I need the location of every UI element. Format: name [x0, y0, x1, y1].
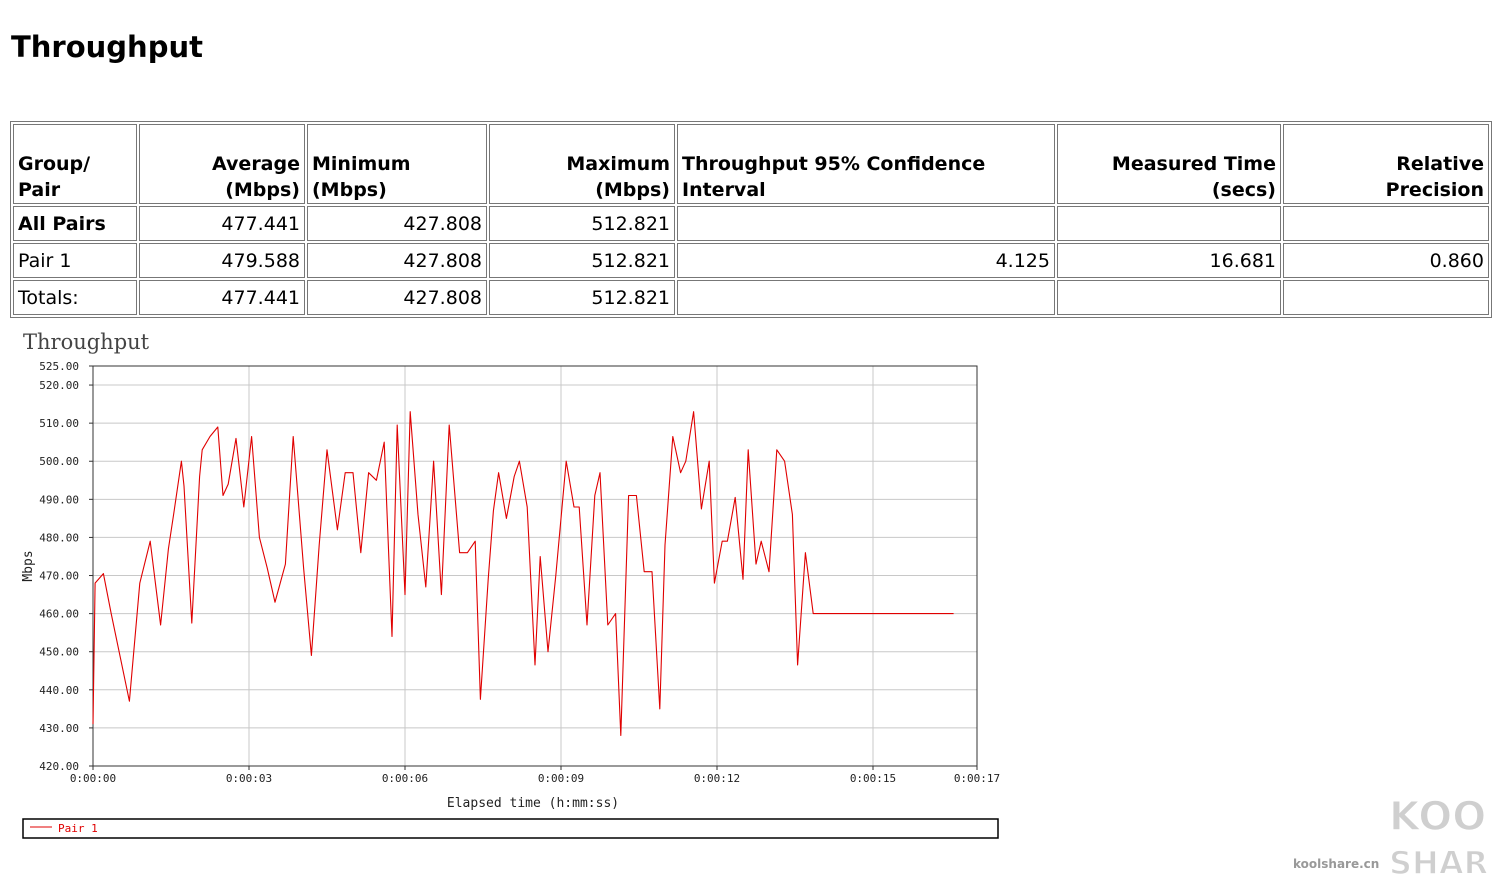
table-row-pair-1: Pair 1 479.588 427.808 512.821 4.125 16.…: [13, 243, 1489, 278]
x-tick-label: 0:00:17: [954, 772, 1000, 785]
legend-box: [22, 818, 999, 839]
cell-group: Totals:: [13, 280, 137, 315]
col-header-confidence-interval: Throughput 95% Confidence Interval: [677, 124, 1055, 204]
cell-relative-precision: 0.860: [1283, 243, 1489, 278]
cell-average: 477.441: [139, 280, 305, 315]
table-header-row: Group/Pair Average (Mbps) Minimum (Mbps) …: [13, 124, 1489, 204]
throughput-chart: Throughput 420.00 430.00 440.00 450.00 460.0…: [21, 330, 1000, 839]
x-axis-label: Elapsed time (h:mm:ss): [447, 796, 619, 811]
y-tick-label: 525.00: [39, 360, 79, 373]
cell-minimum: 427.808: [307, 206, 487, 241]
col-header-maximum: Maximum (Mbps): [489, 124, 675, 204]
cell-measured-time: 16.681: [1057, 243, 1281, 278]
legend-label: Pair 1: [58, 822, 98, 835]
cell-maximum: 512.821: [489, 280, 675, 315]
y-tick-label: 490.00: [39, 493, 79, 506]
logo-share-text: SHARE: [1389, 844, 1489, 878]
cell-confidence-interval: [677, 206, 1055, 241]
cell-average: 477.441: [139, 206, 305, 241]
cell-group: All Pairs: [13, 206, 137, 241]
y-tick-label: 450.00: [39, 646, 79, 659]
x-tick-label: 0:00:00: [70, 772, 116, 785]
x-axis-ticks: 0:00:00 0:00:03 0:00:06 0:00:09 0:00:12 0:00:…: [70, 766, 1000, 785]
koolshare-logo: KOOK SHARE koolshare.cn: [1293, 794, 1489, 878]
table-row-all-pairs: All Pairs 477.441 427.808 512.821: [13, 206, 1489, 241]
col-header-minimum: Minimum (Mbps): [307, 124, 487, 204]
cell-confidence-interval: 4.125: [677, 243, 1055, 278]
y-tick-label: 480.00: [39, 531, 79, 544]
y-tick-label: 460.00: [39, 608, 79, 621]
col-header-average: Average (Mbps): [139, 124, 305, 204]
chart-grid: [93, 366, 977, 766]
cell-maximum: 512.821: [489, 243, 675, 278]
logo-site-text: koolshare.cn: [1293, 857, 1379, 871]
cell-average: 479.588: [139, 243, 305, 278]
col-header-measured-time: Measured Time (secs): [1057, 124, 1281, 204]
cell-maximum: 512.821: [489, 206, 675, 241]
table-row-totals: Totals: 477.441 427.808 512.821: [13, 280, 1489, 315]
y-tick-label: 430.00: [39, 722, 79, 735]
y-axis-label: Mbps: [21, 550, 36, 581]
x-tick-label: 0:00:15: [850, 772, 896, 785]
cell-minimum: 427.808: [307, 280, 487, 315]
logo-kook-text: KOOK: [1389, 794, 1489, 840]
x-tick-label: 0:00:09: [538, 772, 584, 785]
y-tick-label: 520.00: [39, 379, 79, 392]
cell-group: Pair 1: [13, 243, 137, 278]
cell-measured-time: [1057, 206, 1281, 241]
col-header-group-pair: Group/Pair: [13, 124, 137, 204]
cell-measured-time: [1057, 280, 1281, 315]
y-tick-label: 440.00: [39, 684, 79, 697]
x-tick-label: 0:00:12: [694, 772, 740, 785]
page-title: Throughput: [11, 30, 203, 64]
chart-title: Throughput: [23, 330, 150, 354]
plot-frame: [92, 365, 978, 767]
y-tick-label: 510.00: [39, 417, 79, 430]
y-tick-label: 420.00: [39, 760, 79, 773]
cell-relative-precision: [1283, 280, 1489, 315]
y-axis-ticks: 420.00 430.00 440.00 450.00 460.00 470.00 480.…: [39, 360, 93, 773]
col-header-relative-precision: Relative Precision: [1283, 124, 1489, 204]
cell-relative-precision: [1283, 206, 1489, 241]
y-tick-label: 500.00: [39, 455, 79, 468]
x-tick-label: 0:00:03: [226, 772, 272, 785]
x-tick-label: 0:00:06: [382, 772, 428, 785]
series-group: [92, 411, 954, 737]
cell-confidence-interval: [677, 280, 1055, 315]
throughput-table: Group/Pair Average (Mbps) Minimum (Mbps) …: [10, 121, 1492, 318]
cell-minimum: 427.808: [307, 243, 487, 278]
series-line-pair-1: [92, 411, 954, 737]
y-tick-label: 470.00: [39, 570, 79, 583]
